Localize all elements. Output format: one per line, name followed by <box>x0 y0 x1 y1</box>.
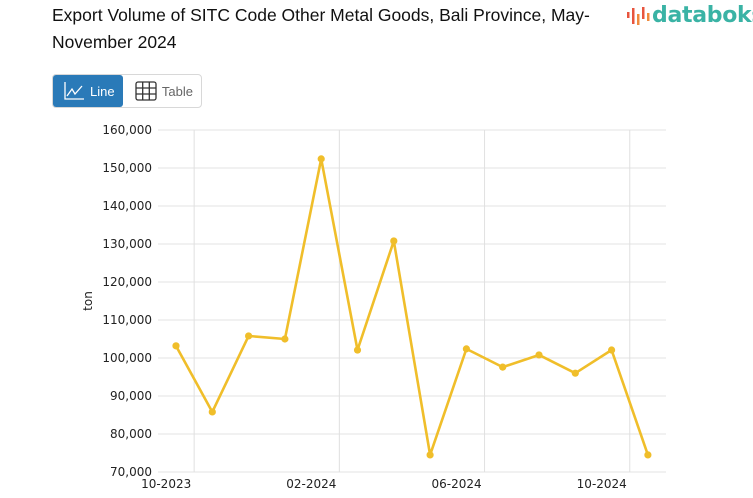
data-point[interactable] <box>245 332 253 340</box>
y-axis-label: ton <box>81 291 95 311</box>
brand-name: databoks <box>652 3 753 28</box>
y-tick-label: 100,000 <box>102 351 152 365</box>
grid-table-icon <box>135 81 157 101</box>
data-point[interactable] <box>172 342 180 350</box>
bar-signal-logo-icon <box>627 6 650 25</box>
y-tick-label: 130,000 <box>102 237 152 251</box>
data-point[interactable] <box>462 345 470 353</box>
data-point[interactable] <box>571 369 579 377</box>
y-tick-label: 120,000 <box>102 275 152 289</box>
table-view-button[interactable]: Table <box>123 75 201 107</box>
chart-title: Export Volume of SITC Code Other Metal G… <box>52 5 590 52</box>
data-point[interactable] <box>353 346 362 354</box>
data-point[interactable] <box>281 335 289 343</box>
y-tick-label: 160,000 <box>102 123 152 137</box>
data-point[interactable] <box>390 237 398 245</box>
x-tick-label: 10-2023 <box>141 477 191 491</box>
data-point[interactable] <box>317 155 325 163</box>
x-tick-label: 10-2024 <box>577 477 627 491</box>
line-view-button[interactable]: Line <box>53 75 123 107</box>
data-point[interactable] <box>608 346 616 354</box>
data-point[interactable] <box>208 408 216 416</box>
line-view-label: Line <box>90 83 115 99</box>
y-tick-label: 90,000 <box>110 389 152 403</box>
line-chart-icon <box>64 82 84 100</box>
series-line <box>174 157 650 457</box>
y-tick-label: 70,000 <box>110 465 152 479</box>
x-tick-label: 02-2024 <box>286 477 336 491</box>
x-tick-label: 06-2024 <box>431 477 481 491</box>
y-tick-label: 80,000 <box>110 427 152 441</box>
y-tick-label: 140,000 <box>102 199 152 213</box>
y-tick-label: 150,000 <box>102 161 152 175</box>
view-toggle: Line Table <box>52 74 202 108</box>
y-tick-label: 110,000 <box>102 313 152 327</box>
data-point[interactable] <box>426 451 434 459</box>
data-point[interactable] <box>535 351 543 359</box>
data-point[interactable] <box>499 363 507 371</box>
table-view-label: Table <box>161 83 193 99</box>
data-point[interactable] <box>644 451 652 459</box>
databoks-logo[interactable]: databoks <box>626 3 753 28</box>
